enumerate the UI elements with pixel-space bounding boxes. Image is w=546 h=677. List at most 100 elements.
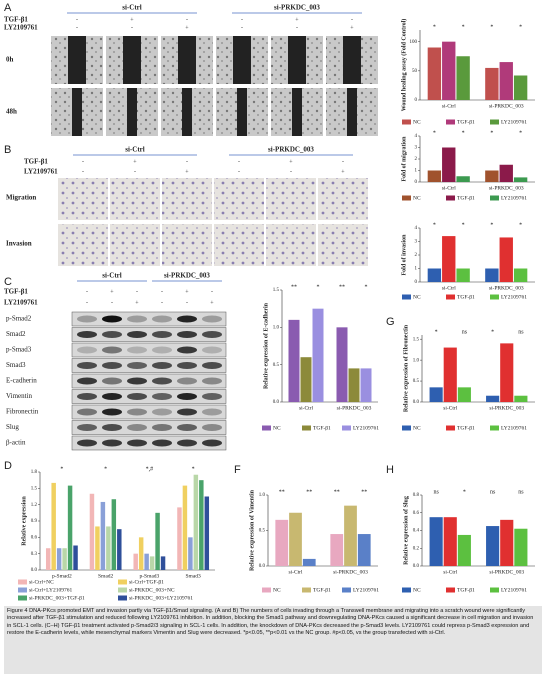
condition-label: LY2109761 (4, 24, 38, 32)
legend-label: LY2109761 (353, 425, 379, 431)
wound-gap (127, 88, 137, 136)
legend-label: NC (413, 119, 421, 125)
blot-label: Smad3 (6, 361, 26, 369)
y-axis-label: Fold of invasion (401, 234, 407, 276)
transwell-image (58, 224, 108, 266)
wound-gap (237, 88, 247, 136)
bar (513, 75, 528, 100)
blot-band (177, 362, 197, 369)
blot-band (152, 315, 172, 323)
x-tick-label: p-Smad2 (52, 573, 72, 579)
blot-band (127, 331, 147, 338)
blot-band (102, 346, 122, 354)
transwell-image (318, 224, 368, 266)
y-tick-label: 0.5 (259, 529, 266, 534)
bar (62, 548, 67, 570)
blot-band (102, 424, 122, 431)
blot-band (127, 315, 147, 323)
blot-band (77, 439, 97, 447)
legend-label: LY2109761 (353, 587, 379, 593)
condition-sign: - (186, 300, 188, 306)
bar (457, 534, 471, 566)
blot-band (77, 346, 97, 354)
significance: * (435, 329, 438, 335)
significance: ** (334, 489, 340, 495)
y-tick-label: 1.5 (413, 337, 420, 342)
significance: * (317, 284, 320, 290)
legend-swatch (402, 587, 411, 593)
condition-sign: - (290, 169, 292, 175)
y-tick-label: 1 (415, 267, 418, 272)
blot-band (102, 408, 122, 416)
legend-label: TGF-β1 (457, 119, 475, 125)
blot-band (127, 346, 147, 354)
y-tick-label: 0.2 (413, 546, 420, 551)
legend-swatch (262, 587, 271, 593)
blot-band (177, 393, 197, 400)
legend-swatch (490, 294, 499, 300)
blot-band (152, 393, 172, 400)
transwell-image (266, 178, 316, 220)
wound-gap (72, 88, 82, 136)
significance: ns (462, 329, 468, 335)
legend-swatch (18, 587, 27, 593)
blot-band (202, 331, 222, 338)
y-tick-label: 4 (415, 226, 418, 231)
blot-band (177, 408, 197, 416)
bar (288, 319, 300, 402)
bar (442, 41, 456, 100)
bar (500, 343, 514, 402)
legend-swatch (446, 587, 455, 593)
blot-band (177, 346, 197, 354)
condition-sign: + (295, 17, 299, 23)
panel-label: H (386, 464, 394, 476)
x-tick-label: si-Ctrl (288, 569, 303, 575)
condition-sign: + (350, 25, 354, 31)
y-tick-label: 0.0 (273, 400, 280, 405)
y-tick-label: 1.2 (31, 503, 38, 508)
legend-label: LY2109761 (501, 425, 527, 431)
y-tick-label: 0.9 (31, 519, 38, 524)
y-tick-label: 1.5 (31, 486, 38, 491)
row-label: Migration (6, 194, 36, 202)
wound-gap (292, 88, 302, 136)
y-tick-label: 0.0 (259, 564, 266, 569)
legend-label: si-Ctrl+TGF-β1 (129, 579, 164, 585)
x-tick-label: si-Ctrl (299, 405, 314, 411)
panel-label: B (4, 144, 11, 156)
y-tick-label: 1.8 (31, 470, 38, 475)
bar (360, 368, 372, 402)
significance: ** (339, 284, 345, 290)
y-axis-label: Relative expression of E-cadherin (263, 302, 269, 389)
y-tick-label: 0.4 (413, 529, 420, 534)
blot-band (177, 331, 197, 338)
blot-band (102, 393, 122, 400)
blot-band (177, 439, 197, 447)
y-tick-label: 0.5 (413, 379, 420, 384)
legend-swatch (490, 119, 499, 125)
condition-sign: - (111, 300, 113, 306)
row-label: 48h (6, 108, 17, 116)
legend-swatch (446, 425, 455, 431)
legend-label: TGF-β1 (457, 587, 475, 593)
x-tick-label: si-PRKDC_003 (489, 405, 524, 411)
blot-band (202, 346, 222, 354)
condition-label: TGF-β1 (4, 288, 28, 296)
blot-band (152, 331, 172, 338)
significance: * (519, 222, 522, 228)
panel-label: G (386, 316, 395, 328)
bar (429, 387, 443, 402)
blot-band (77, 408, 97, 416)
y-tick-label: 100 (410, 40, 418, 45)
caption: Figure 4 DNA-PKcs promoted EMT and invas… (4, 606, 542, 674)
wound-gap (288, 36, 306, 84)
wound-gap (182, 88, 192, 136)
wound-gap (233, 36, 251, 84)
legend-swatch (342, 425, 351, 431)
legend-swatch (446, 294, 455, 300)
bar (499, 237, 513, 282)
condition-sign: - (82, 159, 84, 165)
figure-panels: A B C D F G H si-Ctrl si-PRKDC_003TGF-β1L… (4, 2, 535, 601)
y-axis-label: Relative expression of Fibronectin (403, 324, 409, 412)
condition-sign: - (186, 159, 188, 165)
